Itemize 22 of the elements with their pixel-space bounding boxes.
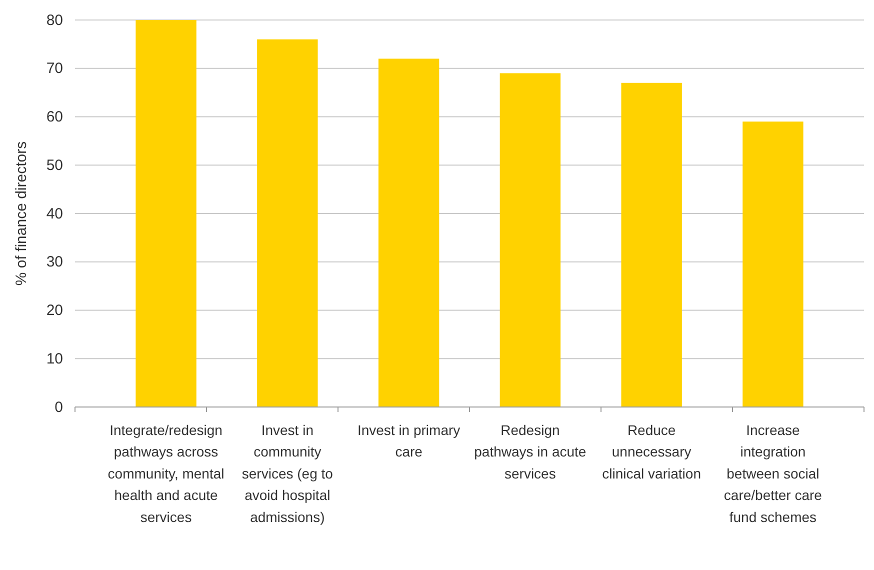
x-tick-label: Invest in primary care [357, 422, 460, 460]
y-tick-label: 20 [46, 302, 63, 320]
y-tick-label: 30 [46, 254, 63, 271]
x-tick-label: Invest in community services (eg to avoid hospital admissions) [242, 422, 334, 525]
y-axis-title: % of finance directors [13, 141, 30, 286]
y-tick-label: 80 [46, 12, 63, 29]
bar [378, 58, 440, 407]
x-tick-label: Redesign pathways in acute services [474, 422, 586, 482]
x-tick-label: Integrate/redesign pathways across community, mental health and acute services [108, 422, 224, 525]
y-tick-label: 50 [46, 156, 63, 174]
x-tick-label: Reduce unnecessary clinical variation [602, 422, 701, 482]
y-tick-label: 60 [46, 108, 63, 126]
y-tick-label: 40 [46, 205, 63, 222]
bar [742, 122, 804, 407]
bar [136, 20, 196, 407]
bar [500, 73, 561, 407]
y-tick-label: 10 [46, 350, 63, 368]
y-tick-label: 70 [46, 60, 63, 78]
x-tick-label: Increase integration between social care/better care fund schemes [724, 422, 822, 525]
bar [621, 82, 682, 407]
y-tick-label: 0 [54, 398, 63, 416]
bar [257, 39, 318, 407]
